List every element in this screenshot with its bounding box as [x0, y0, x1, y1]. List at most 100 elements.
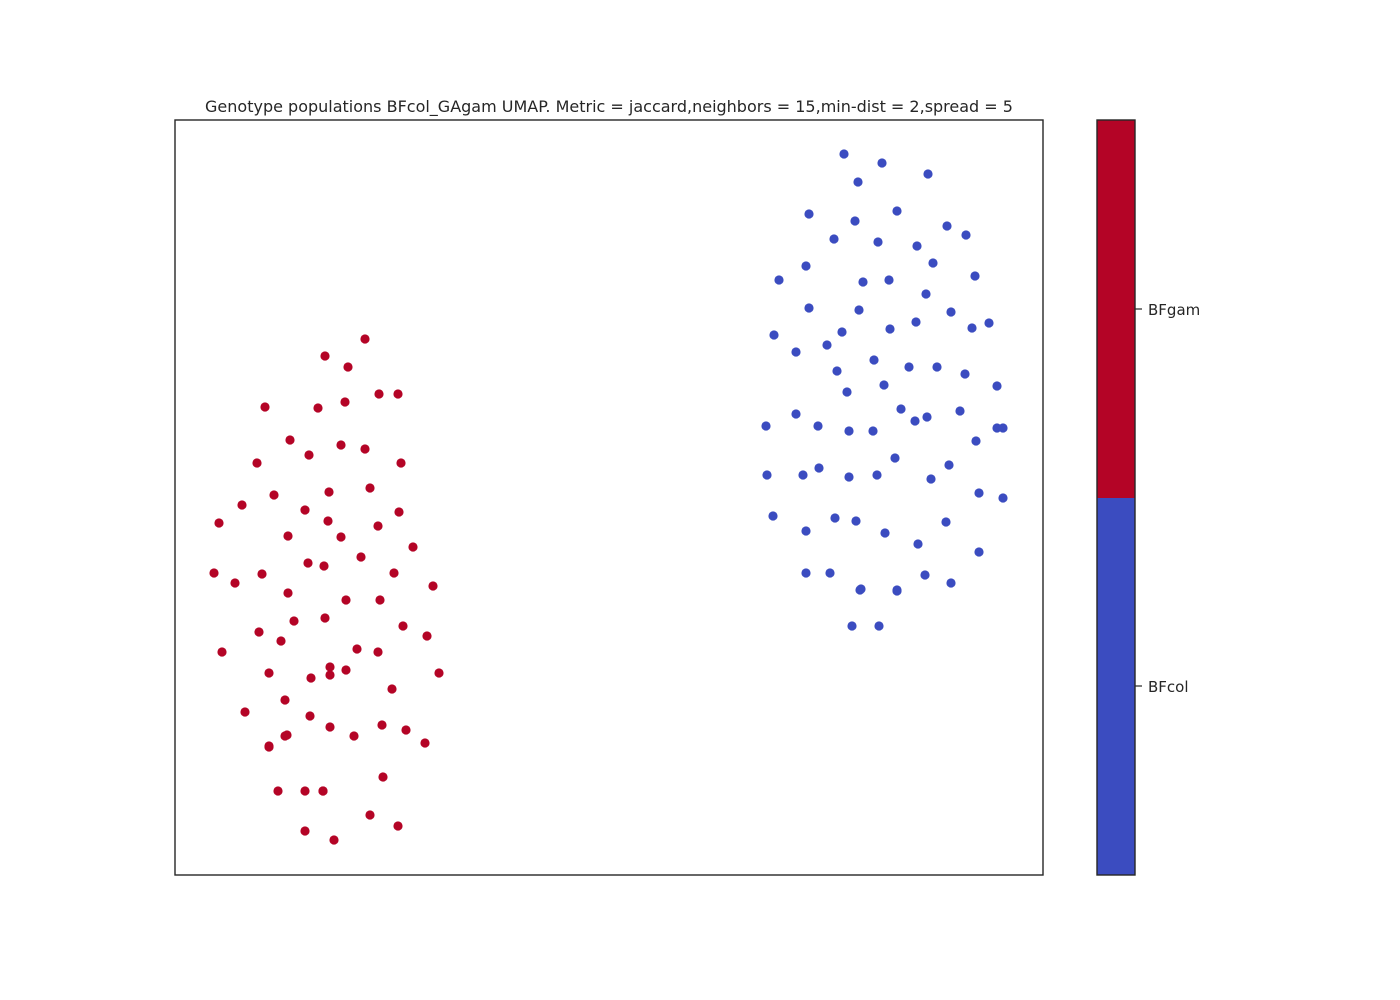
point-bfgam-20: [214, 518, 224, 528]
point-bfcol-25: [984, 318, 994, 328]
point-bfcol-62: [830, 513, 840, 523]
point-bfcol-36: [992, 381, 1002, 391]
point-bfgam-3: [260, 402, 270, 412]
point-bfcol-51: [944, 460, 954, 470]
point-bfgam-35: [341, 595, 351, 605]
point-bfgam-37: [289, 616, 299, 626]
point-bfcol-8: [873, 237, 883, 247]
point-bfcol-46: [955, 406, 965, 416]
point-bfcol-52: [814, 463, 824, 473]
point-bfcol-37: [842, 387, 852, 397]
point-bfcol-64: [880, 528, 890, 538]
point-bfcol-49: [998, 423, 1008, 433]
point-bfcol-2: [853, 177, 863, 187]
point-bfcol-35: [960, 369, 970, 379]
point-bfcol-43: [868, 426, 878, 436]
point-bfcol-47: [761, 421, 771, 431]
point-bfgam-59: [401, 725, 411, 735]
point-bfgam-50: [434, 668, 444, 678]
point-bfgam-24: [373, 521, 383, 531]
point-bfgam-65: [300, 786, 310, 796]
point-bfcol-76: [856, 584, 866, 594]
point-bfgam-12: [252, 458, 262, 468]
point-bfcol-24: [967, 323, 977, 333]
point-bfcol-63: [851, 516, 861, 526]
point-bfgam-22: [283, 531, 293, 541]
colorbar-label-bfgam: BFgam: [1148, 301, 1200, 319]
point-bfcol-32: [932, 362, 942, 372]
point-bfgam-32: [389, 568, 399, 578]
point-bfgam-5: [340, 397, 350, 407]
point-bfcol-38: [896, 404, 906, 414]
point-bfgam-25: [356, 552, 366, 562]
point-bfgam-16: [365, 483, 375, 493]
plot-area: [174, 119, 1044, 876]
point-bfgam-68: [273, 786, 283, 796]
chart-title: Genotype populations BFcol_GAgam UMAP. M…: [205, 97, 1013, 117]
point-bfcol-77: [892, 586, 902, 596]
point-bfgam-8: [285, 435, 295, 445]
point-bfcol-7: [829, 234, 839, 244]
point-bfcol-56: [762, 470, 772, 480]
point-bfgam-73: [318, 786, 328, 796]
point-bfcol-23: [911, 317, 921, 327]
point-bfcol-58: [974, 488, 984, 498]
point-bfcol-67: [974, 547, 984, 557]
point-bfcol-59: [998, 493, 1008, 503]
point-bfgam-13: [396, 458, 406, 468]
point-bfgam-18: [300, 505, 310, 515]
point-bfgam-17: [237, 500, 247, 510]
point-bfgam-26: [408, 542, 418, 552]
point-bfcol-22: [885, 324, 895, 334]
point-bfcol-1: [877, 158, 887, 168]
point-bfgam-54: [305, 711, 315, 721]
point-bfgam-31: [257, 569, 267, 579]
point-bfcol-65: [913, 539, 923, 549]
point-bfcol-61: [801, 526, 811, 536]
point-bfgam-51: [387, 684, 397, 694]
point-bfgam-60: [349, 731, 359, 741]
point-bfgam-28: [319, 561, 329, 571]
point-bfgam-41: [398, 621, 408, 631]
point-bfcol-66: [941, 517, 951, 527]
point-bfcol-29: [837, 327, 847, 337]
point-bfcol-19: [804, 303, 814, 313]
point-bfgam-33: [283, 588, 293, 598]
point-bfgam-40: [276, 636, 286, 646]
point-bfgam-34: [428, 581, 438, 591]
point-bfgam-61: [282, 730, 292, 740]
point-bfgam-10: [304, 450, 314, 460]
point-bfgam-44: [217, 647, 227, 657]
point-bfcol-48: [971, 436, 981, 446]
point-bfcol-75: [874, 621, 884, 631]
point-bfgam-4: [313, 403, 323, 413]
point-bfgam-67: [378, 772, 388, 782]
colorbar-segment-bfcol: [1097, 498, 1135, 875]
point-bfcol-41: [813, 421, 823, 431]
point-bfgam-45: [373, 647, 383, 657]
point-bfcol-6: [892, 206, 902, 216]
point-bfcol-5: [850, 216, 860, 226]
point-bfgam-14: [269, 490, 279, 500]
point-bfgam-23: [336, 532, 346, 542]
point-bfgam-52: [240, 707, 250, 717]
point-bfcol-72: [946, 578, 956, 588]
point-bfgam-15: [324, 487, 334, 497]
point-bfgam-53: [280, 695, 290, 705]
point-bfcol-68: [825, 568, 835, 578]
point-bfgam-64: [264, 742, 274, 752]
point-bfcol-28: [822, 340, 832, 350]
colorbar-segment-bfgam: [1097, 120, 1135, 498]
point-bfgam-48: [306, 673, 316, 683]
point-bfgam-46: [264, 668, 274, 678]
point-bfcol-73: [801, 568, 811, 578]
point-bfcol-54: [872, 470, 882, 480]
point-bfgam-9: [336, 440, 346, 450]
point-bfgam-72: [329, 835, 339, 845]
point-bfcol-27: [791, 347, 801, 357]
point-bfcol-14: [970, 271, 980, 281]
point-bfgam-2: [343, 362, 353, 372]
point-bfcol-74: [847, 621, 857, 631]
point-bfcol-34: [879, 380, 889, 390]
